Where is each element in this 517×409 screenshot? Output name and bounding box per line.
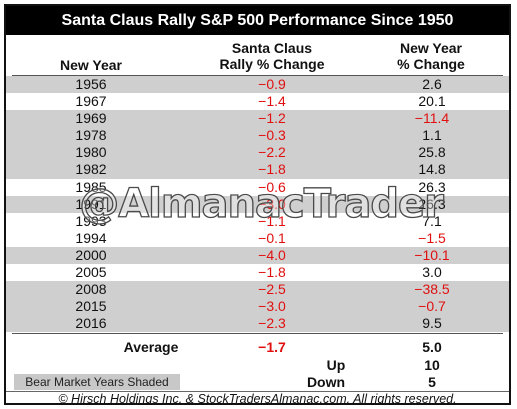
up-value: 10	[424, 357, 440, 373]
santa-claus-change-cell: −2.5	[258, 281, 286, 298]
table-frame: Santa Claus Rally S&P 500 Performance Si…	[4, 4, 511, 405]
year-cell: 1980	[75, 144, 107, 161]
year-cell: 1967	[75, 93, 107, 110]
new-year-change-cell: 3.0	[422, 264, 442, 281]
new-year-change-cell: 7.1	[422, 212, 442, 229]
table-row: 1994 −0.1 −1.5	[6, 230, 509, 247]
table-row: 2000 −4.0 −10.1	[6, 246, 509, 265]
year-cell: 1982	[75, 161, 107, 178]
header-santa-claus-line1: Santa Claus	[231, 40, 313, 56]
page-title: Santa Claus Rally S&P 500 Performance Si…	[6, 6, 509, 35]
year-cell: 2008	[75, 281, 107, 298]
header-divider	[12, 75, 503, 76]
new-year-change-cell: −1.5	[418, 229, 446, 246]
new-year-change-cell: 25.8	[418, 144, 446, 161]
bear-market-legend: Bear Market Years Shaded	[14, 374, 180, 390]
new-year-change-cell: 1.1	[422, 127, 442, 144]
santa-claus-change-cell: −2.3	[258, 315, 286, 332]
footer-divider	[6, 391, 509, 392]
year-cell: 1969	[75, 110, 107, 127]
header-santa-claus-line2: Rally % Change	[219, 56, 325, 72]
santa-claus-change-cell: −0.6	[258, 178, 286, 195]
header-new-year-line1: New Year	[399, 40, 462, 56]
year-cell: 1994	[75, 229, 107, 246]
new-year-change-cell: −11.4	[414, 110, 450, 127]
table-row: 1991 −3.0 26.3	[6, 195, 509, 213]
header-new-year-line2: % Change	[397, 56, 465, 72]
new-year-change-cell: 9.5	[422, 315, 442, 332]
year-cell: 2005	[75, 264, 107, 281]
table-body: 1956 −0.9 2.6 1967 −1.4 20.1 1969 −1.2 −11.4 1978…	[6, 76, 509, 333]
santa-claus-change-cell: −1.4	[258, 93, 286, 110]
average-divider	[12, 333, 503, 334]
down-label: Down	[306, 374, 346, 390]
header-santa-claus: Santa Claus Rally % Change	[202, 40, 342, 72]
new-year-change-cell: 20.1	[418, 93, 446, 110]
table-row: 2016 −2.3 9.5	[6, 315, 509, 333]
table-row: 1967 −1.4 20.1	[6, 93, 509, 110]
year-cell: 1993	[75, 212, 107, 229]
table-row: 1993 −1.1 7.1	[6, 213, 509, 230]
new-year-change-cell: 2.6	[422, 76, 442, 92]
santa-claus-change-cell: −1.8	[258, 264, 286, 281]
header-new-year-change: New Year % Change	[366, 40, 496, 72]
year-cell: 2015	[75, 298, 107, 315]
table-row: 2015 −3.0 −0.7	[6, 298, 509, 316]
table-row: 1982 −1.8 14.8	[6, 161, 509, 179]
santa-claus-change-cell: −3.0	[258, 298, 286, 315]
table-row: 1978 −0.3 1.1	[6, 127, 509, 145]
average-new-year: 5.0	[422, 339, 442, 355]
year-cell: 1991	[75, 195, 107, 212]
new-year-change-cell: −38.5	[414, 281, 450, 298]
down-value: 5	[428, 374, 436, 390]
santa-claus-change-cell: −1.8	[258, 161, 286, 178]
year-cell: 1956	[75, 76, 107, 92]
copyright-footer: © Hirsch Holdings Inc. & StockTradersAlm…	[58, 392, 457, 405]
santa-claus-change-cell: −0.9	[258, 76, 286, 92]
average-label: Average	[123, 339, 179, 355]
year-cell: 2000	[75, 246, 107, 263]
new-year-change-cell: −0.7	[418, 298, 446, 315]
average-santa-claus: −1.7	[258, 339, 286, 355]
header-year: New Year	[59, 57, 122, 73]
table-row: 1969 −1.2 −11.4	[6, 110, 509, 128]
new-year-change-cell: 26.3	[418, 195, 446, 212]
table-row: 2005 −1.8 3.0	[6, 264, 509, 281]
santa-claus-change-cell: −0.1	[258, 229, 286, 246]
table-row: 1956 −0.9 2.6	[6, 76, 509, 94]
table-row: 2008 −2.5 −38.5	[6, 281, 509, 299]
new-year-change-cell: −10.1	[414, 246, 450, 263]
santa-claus-change-cell: −4.0	[258, 246, 286, 263]
year-cell: 1978	[75, 127, 107, 144]
santa-claus-change-cell: −0.3	[258, 127, 286, 144]
year-cell: 1985	[75, 178, 107, 195]
santa-claus-change-cell: −3.0	[258, 195, 286, 212]
year-cell: 2016	[75, 315, 107, 332]
new-year-change-cell: 14.8	[418, 161, 446, 178]
up-label: Up	[326, 357, 346, 373]
santa-claus-change-cell: −1.2	[258, 110, 286, 127]
new-year-change-cell: 26.3	[418, 178, 446, 195]
santa-claus-change-cell: −1.1	[258, 212, 286, 229]
table-row: 1985 −0.6 26.3	[6, 179, 509, 196]
table-row: 1980 −2.2 25.8	[6, 144, 509, 162]
santa-claus-change-cell: −2.2	[258, 144, 286, 161]
